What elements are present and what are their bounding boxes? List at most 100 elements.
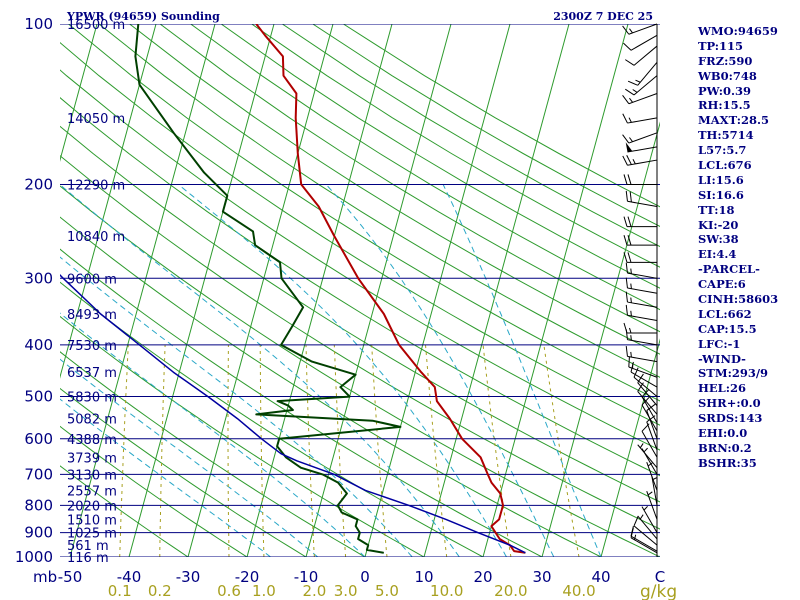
mixing-ratio-tick-label: 5.0 [375,582,399,600]
dry-adiabat-line [159,24,660,333]
height-label: 12290 m [67,178,125,193]
dry-adiabat-line [98,24,660,378]
stability-indices-panel: WMO:94659 TP:115 FRZ:590 WB0:748 PW:0.39 RH:1… [698,24,798,471]
index-9: LCL:676 [698,158,752,173]
isotherm-line [541,121,660,557]
wind-barb [637,443,658,469]
wind-barb [646,415,658,451]
wind-barb [623,34,658,51]
index-27: EHI:0.0 [698,426,748,441]
wind-barb [625,190,658,208]
height-label: 561 m [67,539,109,554]
temperature-end-label: C [655,568,665,586]
index-28: BRN:0.2 [698,440,752,455]
height-label: 6537 m [67,366,117,381]
wind-barb [623,235,657,246]
isotherm-line [128,24,275,557]
wind-barb [625,142,658,153]
wind-barb [651,475,658,506]
index-7: TH:5714 [698,128,754,143]
isotherm-line [187,24,334,557]
index-0: WMO:94659 [698,24,778,38]
mixing-ratio-tick-label: 0.6 [217,582,241,600]
wind-barb [622,113,658,124]
dry-adiabat-line [282,24,660,248]
pressure-tick-label: 300 [24,269,53,287]
mixing-ratio-tick-label: 20.0 [494,582,527,600]
wind-barb [641,505,658,533]
wind-barb [625,329,658,346]
dry-adiabat-line [60,387,307,557]
temperature-tick-label: 30 [532,568,551,586]
pressure-tick-label: 500 [24,388,53,406]
index-1: TP:115 [698,38,744,53]
wind-barb [625,291,658,308]
index-29: BSHR:35 [698,455,757,470]
moist-adiabat-line [60,398,271,557]
pressure-tick-label: 200 [24,175,53,193]
temperature-tick-label: 10 [414,568,433,586]
wind-barb [623,216,657,228]
height-label: 1510 m [67,513,117,528]
index-4: PW:0.39 [698,83,752,98]
mixing-ratio-tick-label: 3.0 [334,582,358,600]
index-20: CAP:15.5 [698,321,757,336]
index-21: LFC:-1 [698,336,741,351]
wind-barb [637,382,658,415]
mixing-ratio-tick-label: 0.2 [148,582,172,600]
wind-barb [622,23,658,35]
index-11: SI:16.6 [698,187,744,202]
temperature-tick-label: -50 [58,568,83,586]
temperature-tick-label: 20 [473,568,492,586]
dry-adiabat-line [60,281,484,557]
wind-barb [622,132,658,144]
temperature-tick-label: -10 [294,568,319,586]
dry-adiabat-line [60,41,660,426]
mixing-ratio-tick-label: 10.0 [430,582,463,600]
index-3: WB0:748 [698,68,757,83]
wind-barb [630,527,658,554]
isotherm-line [60,24,98,162]
wind-barb [625,346,658,363]
mixing-ratio-unit-label: g/kg [640,582,677,600]
index-18: CINH:58603 [698,292,779,307]
temperature-profile [255,24,526,554]
temperature-tick-label: -40 [117,568,142,586]
height-label: 1025 m [67,527,117,542]
height-label: 3130 m [67,468,117,483]
pressure-tick-label: 900 [24,524,53,542]
dry-adiabat-line [220,24,660,289]
index-2: FRZ:590 [698,53,753,68]
height-label: 2557 m [67,484,117,499]
height-label: 16500 m [67,18,125,33]
isotherm-line [60,24,157,379]
index-19: LCL:662 [698,306,752,321]
dry-adiabat-line [60,351,366,557]
index-8: L57:5.7 [698,143,747,158]
mixing-ratio-tick-label: 1.0 [252,582,276,600]
isotherm-line [246,24,393,557]
height-label: 2020 m [67,499,117,514]
temperature-tick-label: 40 [591,568,610,586]
wind-barb [627,61,658,86]
temperature-tick-label: -20 [235,568,260,586]
wind-barb [625,304,658,322]
pressure-unit-label: mb [33,568,57,586]
dry-adiabat-line [60,125,660,503]
isotherm-line [69,24,216,557]
index-22: -WIND- [698,351,746,366]
isotherm-line [423,24,570,557]
height-label: 5082 m [67,413,117,428]
wind-barb [623,174,657,185]
temperature-tick-label: 0 [360,568,370,586]
moist-adiabat-line [442,184,602,557]
index-23: STM:293/9 [698,366,769,381]
wind-barb [625,277,658,294]
height-label: 5830 m [67,391,117,406]
mixing-ratio-tick-label: 40.0 [562,582,595,600]
pressure-tick-label: 100 [24,15,53,33]
parcel-profile [60,273,526,554]
wind-barb [622,155,658,166]
index-5: RH:15.5 [698,98,751,113]
